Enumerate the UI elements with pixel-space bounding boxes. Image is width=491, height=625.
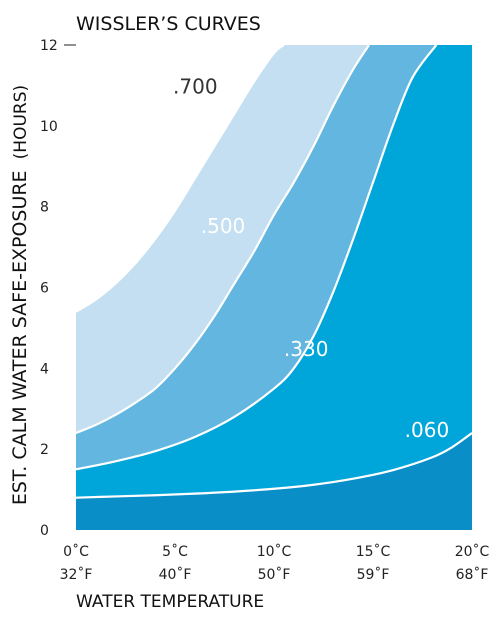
curve-330 bbox=[76, 45, 438, 471]
y-tick-label: 12 bbox=[40, 38, 58, 54]
band-above-700 bbox=[76, 45, 472, 312]
y-tick-label: 4 bbox=[40, 361, 49, 377]
plot-area: .060 .330 .500 .700 bbox=[76, 45, 472, 530]
x-axis: 0˚C 32˚F 5˚C 40˚F 10˚C 50˚F 15˚C 59˚F 20˚C 68˚F bbox=[60, 543, 490, 583]
x-tick-label-celsius: 10˚C bbox=[257, 543, 292, 560]
x-tick-label-fahrenheit: 59˚F bbox=[357, 566, 390, 583]
x-tick-label-celsius: 20˚C bbox=[455, 543, 490, 560]
y-tick-label: 10 bbox=[40, 119, 58, 135]
y-tick-label: 0 bbox=[40, 523, 49, 539]
y-axis-unit: (HOURS) bbox=[11, 85, 31, 159]
x-tick-label-fahrenheit: 40˚F bbox=[159, 566, 192, 583]
x-tick-label-fahrenheit: 68˚F bbox=[456, 566, 489, 583]
x-tick-label-fahrenheit: 50˚F bbox=[258, 566, 291, 583]
curve-700 bbox=[76, 45, 285, 313]
y-axis: 0 2 4 6 8 10 12 bbox=[40, 38, 76, 539]
y-tick-label: 2 bbox=[40, 442, 49, 458]
y-axis-label: EST. CALM WATER SAFE-EXPOSURE bbox=[9, 170, 31, 505]
y-axis-title: EST. CALM WATER SAFE-EXPOSURE (HOURS) bbox=[9, 85, 31, 505]
y-tick-label: 8 bbox=[40, 200, 49, 216]
curve-label-330: .330 bbox=[284, 337, 329, 361]
curve-label-060: .060 bbox=[405, 418, 450, 442]
chart-title: WISSLER’S CURVES bbox=[76, 13, 261, 35]
curve-label-700: .700 bbox=[173, 75, 218, 99]
x-axis-title: WATER TEMPERATURE bbox=[76, 592, 264, 612]
curve-060 bbox=[76, 432, 472, 499]
curve-label-500: .500 bbox=[201, 214, 246, 238]
y-tick-label: 6 bbox=[40, 281, 49, 297]
x-tick-label-celsius: 15˚C bbox=[356, 543, 391, 560]
curve-500 bbox=[76, 45, 370, 435]
x-tick-label-celsius: 5˚C bbox=[162, 543, 188, 560]
x-tick-label-celsius: 0˚C bbox=[63, 543, 89, 560]
x-tick-label-fahrenheit: 32˚F bbox=[60, 566, 93, 583]
